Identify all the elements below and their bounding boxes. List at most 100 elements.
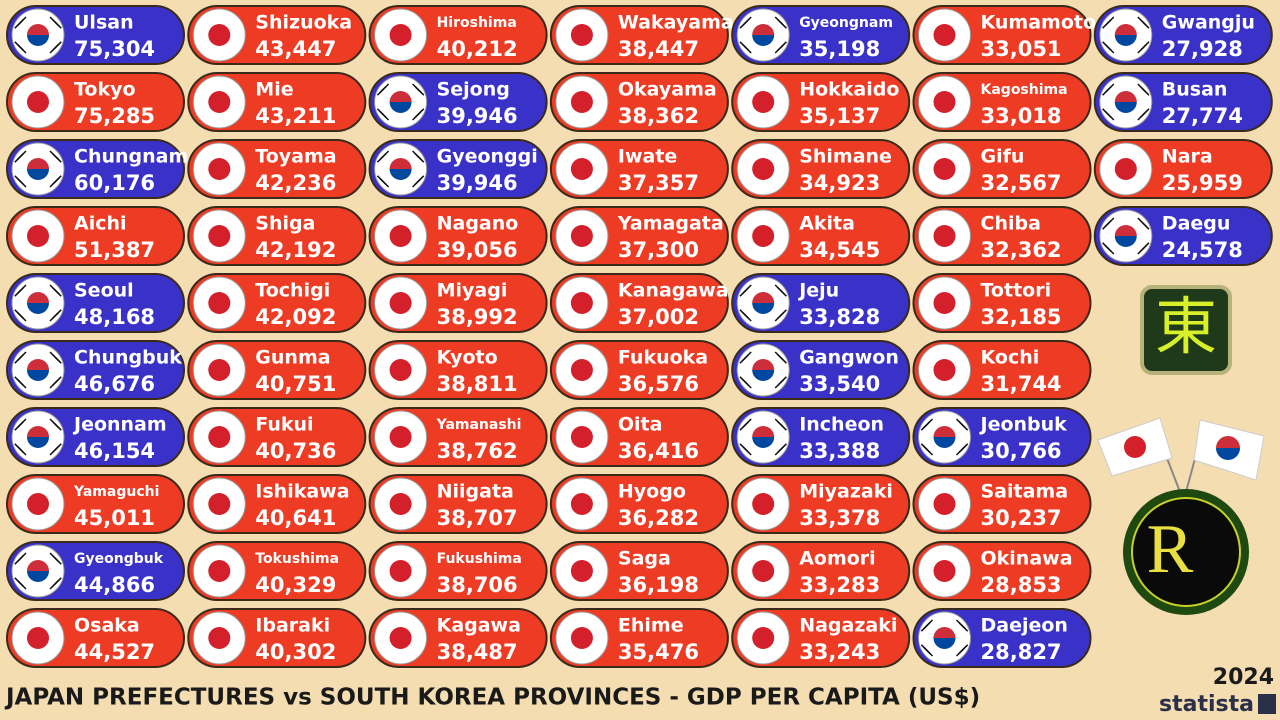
entry-name: Seoul [74, 280, 134, 302]
entry-name: Nara [1162, 146, 1213, 168]
entry-value: 33,388 [799, 439, 880, 463]
flag-dot [208, 493, 231, 515]
entry-value: 51,387 [74, 238, 155, 262]
entry-name: Iwate [618, 146, 677, 168]
flag-dot [208, 91, 231, 113]
flag-trigram [14, 376, 22, 384]
flag-trigram [54, 21, 62, 29]
flag-yang [1114, 225, 1137, 236]
flag-dot [389, 24, 412, 46]
entry: Ibaraki 40,302 [187, 608, 367, 668]
entry: Fukushima 38,706 [368, 541, 548, 601]
entry: Gifu 32,567 [912, 139, 1092, 199]
entry-name: Tochigi [255, 280, 330, 302]
entry: Okayama 38,362 [549, 72, 729, 132]
entry-name: Gwangju [1162, 12, 1255, 34]
entry: Aomori 33,283 [731, 541, 911, 601]
entry-value: 33,018 [981, 104, 1062, 128]
entry: Busan 27,774 [1093, 72, 1273, 132]
entry-name: Toyama [255, 146, 336, 168]
entry-name: Ibaraki [255, 615, 330, 637]
entry: Yamagata 37,300 [549, 206, 729, 266]
flag-trigram [1142, 108, 1150, 116]
flag-trigram [961, 644, 969, 652]
entry-value: 27,774 [1162, 104, 1243, 128]
flag-trigram [961, 624, 969, 632]
flag-trigram [1102, 222, 1110, 230]
entry-value: 37,002 [618, 305, 699, 329]
flag-trigram [739, 376, 747, 384]
flag-trigram [54, 423, 62, 431]
flag-trigram [1102, 21, 1110, 29]
entry-name: Yamaguchi [73, 484, 159, 500]
flag-yin [752, 35, 775, 46]
entry-value: 32,567 [981, 171, 1062, 195]
flag-trigram [54, 309, 62, 317]
entry: Gyeongbuk 44,866 [6, 541, 185, 601]
flag-yang [27, 24, 49, 35]
flag-trigram [1142, 222, 1150, 230]
entry-name: Aichi [74, 213, 127, 235]
flag-trigram [14, 175, 22, 183]
entry-value: 38,447 [618, 37, 699, 61]
entry: Ishikawa 40,641 [187, 474, 367, 534]
entry-value: 35,198 [799, 37, 880, 61]
flag-trigram [779, 423, 787, 431]
flag-dot [389, 225, 412, 247]
entry-value: 32,362 [981, 238, 1062, 262]
flag-yin [1114, 102, 1137, 114]
flag-yang [1114, 24, 1137, 35]
flag-yin [752, 303, 775, 314]
flag-trigram [739, 289, 747, 297]
entry: Incheon 33,388 [731, 407, 911, 467]
entry: Fukuoka 36,576 [549, 340, 729, 400]
korea-flag-top [1216, 436, 1240, 448]
entry-value: 27,928 [1162, 37, 1243, 61]
flag-trigram [14, 21, 22, 29]
flag-trigram [54, 443, 62, 451]
entry-value: 36,576 [618, 372, 699, 396]
entry: Daegu 24,578 [1093, 206, 1273, 266]
entry: Toyama 42,236 [187, 139, 367, 199]
entry-value: 48,168 [74, 305, 155, 329]
entry-name: Gyeongnam [799, 15, 893, 31]
entry-name: Fukui [255, 414, 313, 436]
flag-yin [27, 303, 49, 314]
logo-box [1140, 285, 1232, 375]
flag-trigram [1102, 88, 1110, 96]
entry: Tokushima 40,329 [187, 541, 367, 601]
flag-dot [389, 359, 412, 381]
entry-value: 31,744 [981, 372, 1062, 396]
flag-trigram [779, 443, 787, 451]
flag-trigram [54, 175, 62, 183]
entry-value: 28,827 [981, 640, 1062, 664]
flag-trigram [920, 443, 928, 451]
flag-dot [208, 426, 231, 448]
flag-dot [208, 627, 231, 649]
entry-value: 40,641 [255, 506, 336, 530]
flag-dot [570, 158, 593, 180]
year: 2024 [1213, 665, 1274, 690]
flag-yang [752, 24, 775, 35]
entry-value: 35,137 [799, 104, 880, 128]
entry: Hyogo 36,282 [549, 474, 729, 534]
flag-trigram [376, 108, 384, 116]
flag-dot [570, 493, 593, 515]
flag-dot [570, 627, 593, 649]
entry-value: 46,676 [74, 372, 155, 396]
entry-name: Hiroshima [437, 15, 517, 31]
entry: Jeju 33,828 [731, 273, 911, 333]
flag-trigram [14, 557, 22, 565]
flag-yin [752, 437, 775, 448]
logo-circle [1131, 497, 1241, 607]
flag-trigram [14, 289, 22, 297]
entry: Jeonbuk 30,766 [912, 407, 1092, 467]
entry: Okinawa 28,853 [912, 541, 1092, 601]
flag-dot [933, 560, 956, 582]
entry: Hokkaido 35,137 [731, 72, 911, 132]
entry-value: 34,545 [799, 238, 880, 262]
entry-name: Chungnam [74, 146, 188, 168]
entry: Kagawa 38,487 [368, 608, 548, 668]
flag-dot [27, 225, 49, 247]
